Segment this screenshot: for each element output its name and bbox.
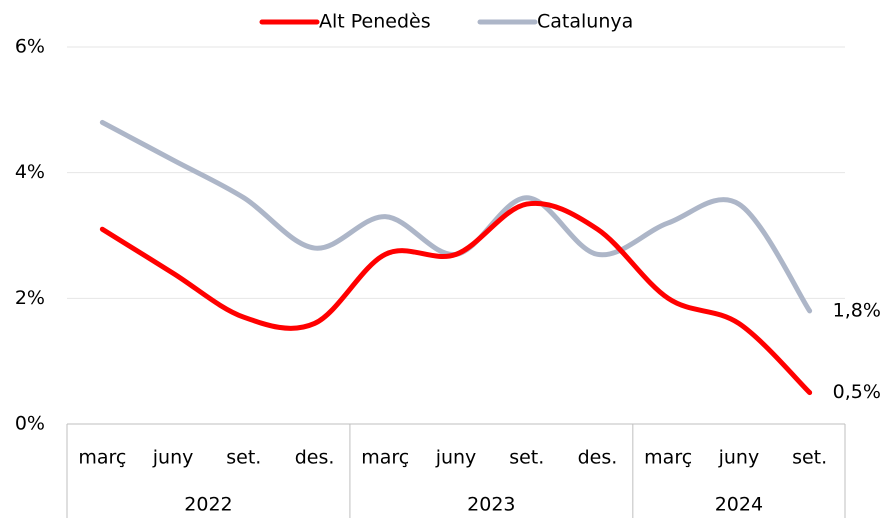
x-tick-label: des.: [295, 447, 335, 469]
y-tick-label: 6%: [15, 36, 45, 58]
x-tick-label: des.: [578, 447, 618, 469]
value-label: 0,5%: [833, 381, 881, 403]
value-label: 1,8%: [833, 299, 881, 321]
group-label: 2023: [467, 494, 515, 516]
x-tick-label: març: [644, 447, 692, 469]
legend-label: Alt Penedès: [319, 11, 431, 33]
x-tick-label: juny: [718, 447, 760, 469]
legend-label: Catalunya: [537, 11, 633, 33]
x-tick-label: set.: [509, 447, 544, 469]
x-tick-label: set.: [792, 447, 827, 469]
x-tick-label: març: [361, 447, 409, 469]
x-tick-label: set.: [226, 447, 261, 469]
x-tick-label: març: [78, 447, 126, 469]
line-series: [99, 119, 813, 314]
group-label: 2022: [184, 494, 232, 516]
x-tick-label: juny: [435, 447, 477, 469]
y-tick-label: 2%: [15, 287, 45, 309]
line-series: [99, 200, 813, 396]
y-tick-label: 4%: [15, 161, 45, 183]
x-tick-label: juny: [152, 447, 194, 469]
y-tick-label: 0%: [15, 413, 45, 435]
group-label: 2024: [715, 494, 763, 516]
